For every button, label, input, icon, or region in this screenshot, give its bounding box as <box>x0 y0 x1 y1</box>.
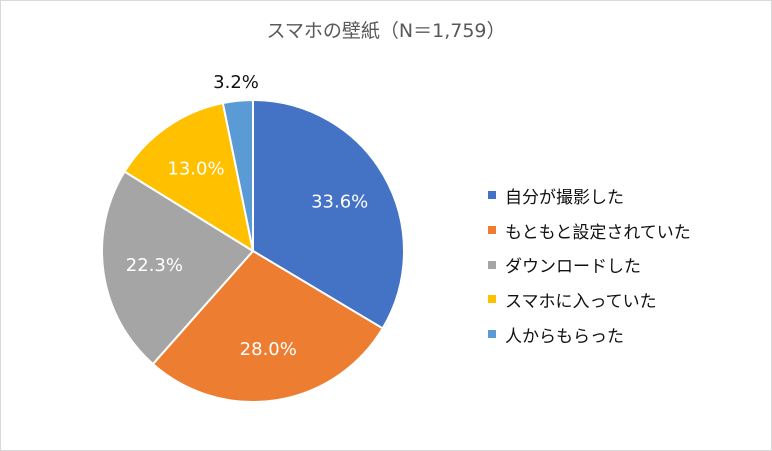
legend-item: 人からもらった <box>488 317 691 352</box>
pie-slice-default <box>151 250 384 403</box>
data-label-received: 3.2% <box>213 72 259 93</box>
data-label-default: 28.0% <box>240 339 297 360</box>
data-label-preinstalled: 13.0% <box>167 159 224 180</box>
data-label-self-taken: 33.6% <box>311 191 368 212</box>
legend-swatch <box>488 226 496 235</box>
pie-slice-downloaded <box>101 170 254 366</box>
legend-label: もともと設定されていた <box>505 222 691 243</box>
legend: 自分が撮影した もともと設定されていた ダウンロードした スマホに入っていた 人… <box>488 178 691 351</box>
legend-item: 自分が撮影した <box>488 178 691 213</box>
legend-item: スマホに入っていた <box>488 282 691 317</box>
data-label-downloaded: 22.3% <box>126 255 183 276</box>
legend-label: 自分が撮影した <box>505 187 624 208</box>
legend-label: ダウンロードした <box>505 257 641 278</box>
legend-swatch <box>488 295 496 304</box>
legend-swatch <box>488 260 496 269</box>
legend-item: もともと設定されていた <box>488 213 691 248</box>
legend-item: ダウンロードした <box>488 247 691 282</box>
legend-label: スマホに入っていた <box>505 291 657 312</box>
legend-swatch <box>488 191 496 200</box>
pie-slice-preinstalled <box>123 102 254 252</box>
legend-swatch <box>488 330 496 339</box>
chart-title: スマホの壁紙（N＝1,759） <box>266 20 506 42</box>
pie-slice-self-taken <box>252 99 405 330</box>
pie-slice-received <box>221 99 254 252</box>
legend-label: 人からもらった <box>505 326 624 347</box>
